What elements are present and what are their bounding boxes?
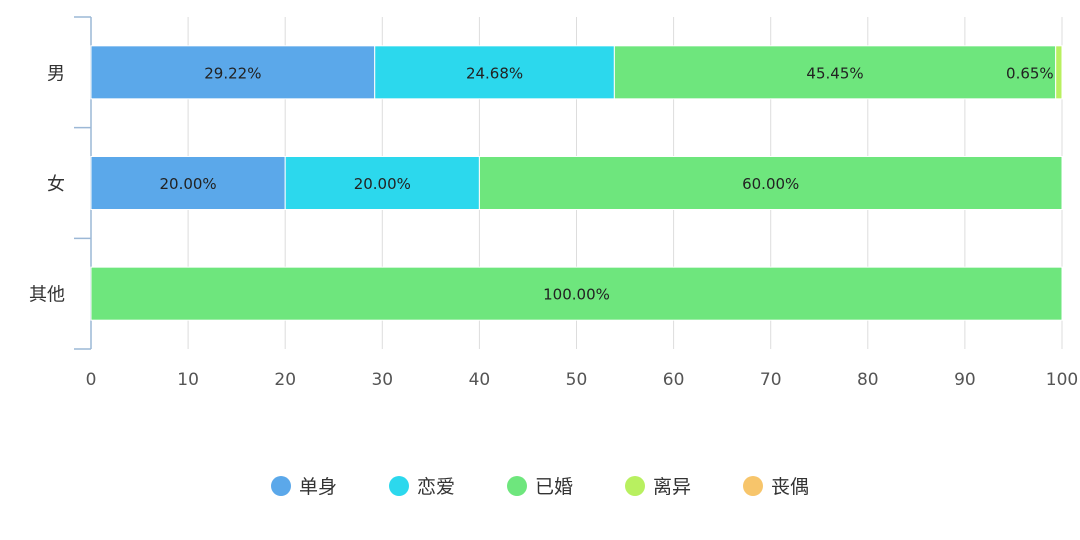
x-tick-label: 50 [566,370,588,390]
x-tick-label: 90 [954,370,976,390]
data-label: 24.68% [466,64,523,82]
category-label: 男 [47,63,65,84]
x-tick-label: 80 [857,370,879,390]
data-label: 29.22% [204,64,261,82]
x-tick-label: 0 [86,370,97,390]
legend-item[interactable]: 丧偶 [743,472,809,499]
x-tick-label: 100 [1046,370,1078,390]
data-label: 100.00% [543,286,610,304]
data-label: 20.00% [159,175,216,193]
legend-label: 丧偶 [771,476,810,498]
category-label: 女 [47,174,65,195]
legend-swatch [506,475,527,496]
x-tick-label: 70 [760,370,782,390]
bar-segment [374,45,615,100]
bar-segment [478,156,1063,210]
bar-segment [90,266,1063,321]
legend-item[interactable]: 恋爱 [388,472,455,499]
x-tick-label: 60 [663,370,685,390]
legend-label: 恋爱 [416,476,455,498]
bar-segment [284,156,480,210]
legend-item[interactable]: 离异 [625,472,691,499]
legend-label: 已婚 [534,476,573,498]
legend-swatch [388,475,409,496]
bar-segment [613,45,1057,100]
bar-segment [90,156,286,210]
bar-segment [90,45,376,100]
bar-segment [1055,45,1063,100]
legend-item[interactable]: 单身 [270,472,337,499]
legend: 单身 恋爱 已婚 离异 丧偶 [0,472,1080,499]
x-tick-label: 30 [371,370,393,390]
category-label: 其他 [29,285,65,306]
legend-swatch [743,475,764,496]
x-tick-label: 40 [469,370,491,390]
legend-item[interactable]: 已婚 [506,472,573,499]
legend-label: 单身 [298,476,337,498]
x-tick-label: 20 [274,370,296,390]
data-label: 20.00% [354,175,411,193]
x-tick-label: 10 [177,370,199,390]
data-label: 45.45% [806,64,863,82]
legend-swatch [270,475,291,496]
legend-label: 离异 [653,476,692,498]
data-label: 0.65% [1006,64,1054,82]
data-label: 60.00% [742,175,799,193]
legend-swatch [625,475,645,496]
